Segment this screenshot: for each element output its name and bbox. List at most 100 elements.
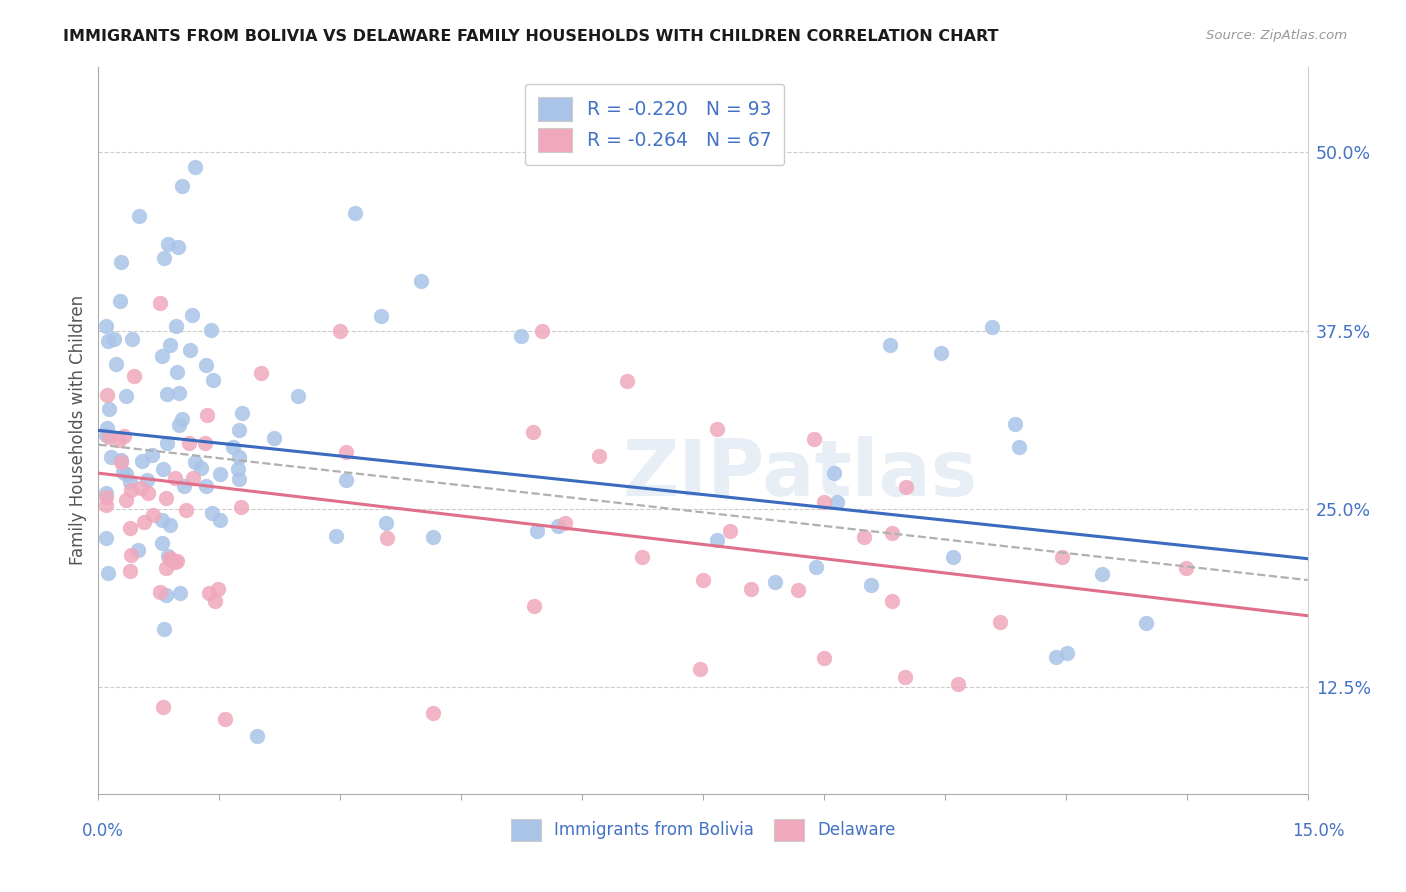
Point [422, 530, 444, 544]
Point [194, 436, 217, 450]
Point [522, 425, 544, 439]
Point [880, 526, 903, 541]
Point [167, 417, 190, 432]
Point [422, 706, 444, 720]
Point [325, 529, 347, 543]
Point [156, 549, 179, 563]
Point [96, 428, 118, 442]
Point [97, 566, 120, 580]
Point [263, 431, 285, 445]
Point [127, 543, 149, 558]
Point [194, 479, 217, 493]
Point [988, 615, 1011, 630]
Point [249, 366, 271, 380]
Point [942, 550, 965, 565]
Point [169, 585, 191, 599]
Point [96, 319, 118, 334]
Point [226, 462, 249, 476]
Point [588, 449, 610, 463]
Point [103, 332, 125, 346]
Point [929, 346, 952, 360]
Point [149, 584, 172, 599]
Point [96, 388, 118, 402]
Point [128, 209, 150, 223]
Point [195, 358, 218, 372]
Point [122, 369, 145, 384]
Point [222, 440, 245, 454]
Point [616, 375, 638, 389]
Text: Source: ZipAtlas.com: Source: ZipAtlas.com [1206, 29, 1347, 42]
Point [228, 450, 250, 465]
Point [859, 578, 882, 592]
Point [287, 389, 309, 403]
Point [692, 573, 714, 587]
Point [118, 521, 141, 535]
Point [131, 454, 153, 468]
Point [231, 406, 253, 420]
Point [718, 524, 741, 539]
Point [149, 295, 172, 310]
Point [228, 472, 250, 486]
Point [120, 483, 142, 498]
Point [96, 490, 118, 504]
Point [208, 467, 231, 481]
Point [204, 594, 226, 608]
Point [163, 555, 186, 569]
Point [159, 551, 181, 566]
Point [110, 293, 132, 308]
Point [167, 386, 190, 401]
Point [170, 178, 193, 193]
Point [509, 329, 531, 343]
Point [152, 462, 174, 476]
Point [689, 662, 711, 676]
Point [530, 324, 553, 338]
Point [375, 516, 398, 530]
Point [100, 450, 122, 465]
Point [150, 349, 173, 363]
Point [114, 389, 136, 403]
Point [153, 622, 176, 636]
Point [894, 480, 917, 494]
Point [200, 323, 222, 337]
Point [97, 430, 120, 444]
Point [131, 482, 153, 496]
Text: 0.0%: 0.0% [82, 822, 124, 840]
Point [159, 551, 181, 566]
Point [157, 236, 180, 251]
Point [156, 387, 179, 401]
Point [166, 365, 188, 379]
Point [229, 500, 252, 514]
Point [813, 494, 835, 508]
Point [179, 435, 201, 450]
Point [547, 518, 569, 533]
Point [173, 479, 195, 493]
Point [763, 575, 786, 590]
Point [115, 493, 138, 508]
Point [159, 518, 181, 533]
Point [96, 498, 118, 512]
Point [198, 586, 221, 600]
Point [228, 423, 250, 437]
Point [201, 374, 224, 388]
Point [166, 554, 188, 568]
Point [879, 338, 901, 352]
Point [195, 408, 218, 422]
Text: 15.0%: 15.0% [1292, 822, 1346, 840]
Point [375, 531, 398, 545]
Point [138, 486, 160, 500]
Point [120, 565, 142, 579]
Point [554, 516, 576, 530]
Point [853, 530, 876, 544]
Point [165, 318, 187, 333]
Point [155, 588, 177, 602]
Point [893, 670, 915, 684]
Point [115, 467, 138, 481]
Point [706, 533, 728, 548]
Point [804, 560, 827, 574]
Point [96, 531, 118, 545]
Point [190, 461, 212, 475]
Point [803, 432, 825, 446]
Point [1091, 566, 1114, 581]
Point [329, 324, 352, 338]
Point [141, 449, 163, 463]
